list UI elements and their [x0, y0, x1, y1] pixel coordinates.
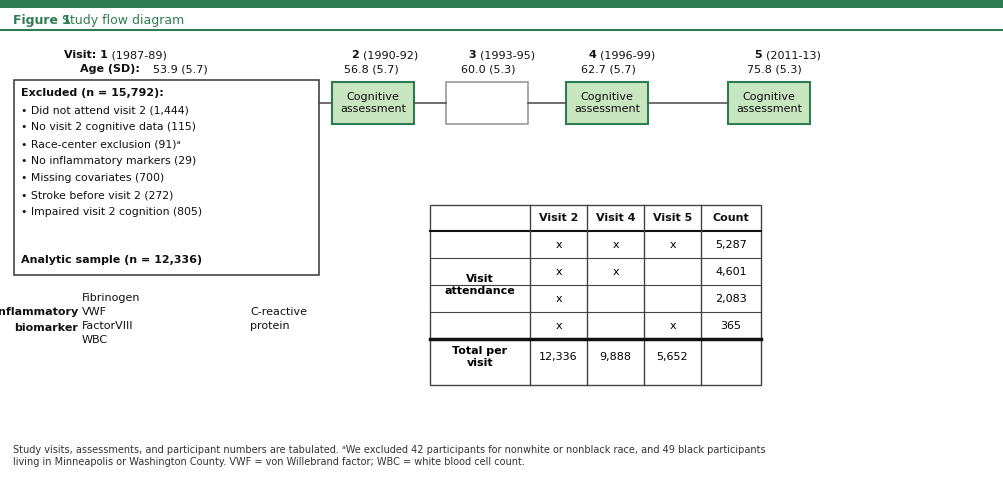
Bar [14, 80, 319, 275]
Text: 53.9 (5.7): 53.9 (5.7) [152, 64, 208, 74]
Text: x: x [555, 266, 562, 277]
Bar [566, 82, 647, 124]
Text: • No inflammatory markers (29): • No inflammatory markers (29) [21, 156, 196, 166]
Text: 4,601: 4,601 [714, 266, 746, 277]
Text: Cognitive
assessment: Cognitive assessment [574, 92, 639, 114]
Text: • Impaired visit 2 cognition (805): • Impaired visit 2 cognition (805) [21, 207, 202, 217]
Bar [445, 82, 528, 124]
Text: WBC: WBC [82, 335, 108, 345]
Text: 5,287: 5,287 [714, 240, 746, 249]
Text: Study flow diagram: Study flow diagram [58, 14, 185, 27]
Text: x: x [555, 321, 562, 330]
Text: 4: 4 [588, 50, 596, 60]
Text: Inflammatory: Inflammatory [0, 307, 78, 317]
Text: (1990-92): (1990-92) [363, 50, 418, 60]
Text: VWF: VWF [82, 307, 107, 317]
Bar [332, 82, 413, 124]
Text: 5: 5 [753, 50, 761, 60]
Text: (1993-95): (1993-95) [479, 50, 535, 60]
Text: Age (SD):: Age (SD): [80, 64, 139, 74]
Text: Fibrinogen: Fibrinogen [82, 293, 140, 303]
Text: • Stroke before visit 2 (272): • Stroke before visit 2 (272) [21, 190, 174, 200]
Text: 365: 365 [720, 321, 741, 330]
Text: Total per
visit: Total per visit [452, 346, 508, 368]
Text: x: x [612, 240, 618, 249]
Text: • Missing covariates (700): • Missing covariates (700) [21, 173, 164, 183]
Text: 2: 2 [351, 50, 358, 60]
Text: 62.7 (5.7): 62.7 (5.7) [580, 64, 635, 74]
Text: x: x [555, 293, 562, 303]
Text: Visit 2: Visit 2 [539, 213, 578, 223]
Text: • No visit 2 cognitive data (115): • No visit 2 cognitive data (115) [21, 122, 196, 132]
Text: 1: 1 [100, 50, 107, 60]
Text: Visit 4: Visit 4 [595, 213, 635, 223]
Text: 5,652: 5,652 [656, 352, 688, 362]
Text: (2011-13): (2011-13) [765, 50, 820, 60]
Text: 75.8 (5.3): 75.8 (5.3) [746, 64, 800, 74]
Text: FactorVIII: FactorVIII [82, 321, 133, 331]
Text: 56.8 (5.7): 56.8 (5.7) [343, 64, 398, 74]
Text: 12,336: 12,336 [539, 352, 578, 362]
Text: Visit 5: Visit 5 [652, 213, 691, 223]
Text: 60.0 (5.3): 60.0 (5.3) [460, 64, 515, 74]
Text: biomarker: biomarker [14, 323, 78, 333]
Text: 3: 3 [467, 50, 475, 60]
Text: Count: Count [712, 213, 748, 223]
Text: Visit:: Visit: [64, 50, 100, 60]
Bar [0, 0, 1003, 8]
Text: Figure 1: Figure 1 [13, 14, 71, 27]
Text: Visit
attendance: Visit attendance [444, 274, 515, 296]
Text: x: x [669, 240, 675, 249]
Bar [727, 82, 809, 124]
Text: x: x [555, 240, 562, 249]
Text: Cognitive
assessment: Cognitive assessment [735, 92, 801, 114]
Bar [429, 205, 760, 385]
Text: Study visits, assessments, and participant numbers are tabulated. ᵃWe excluded 4: Study visits, assessments, and participa… [13, 445, 765, 467]
Text: • Race-center exclusion (91)ᵃ: • Race-center exclusion (91)ᵃ [21, 139, 181, 149]
Text: Cognitive
assessment: Cognitive assessment [340, 92, 405, 114]
Text: Analytic sample (n = 12,336): Analytic sample (n = 12,336) [21, 255, 202, 265]
Text: Excluded (n = 15,792):: Excluded (n = 15,792): [21, 88, 163, 98]
Text: 9,888: 9,888 [599, 352, 631, 362]
Text: x: x [669, 321, 675, 330]
Text: (1987-89): (1987-89) [108, 50, 166, 60]
Text: C-reactive: C-reactive [250, 307, 307, 317]
Text: 2,083: 2,083 [714, 293, 746, 303]
Text: x: x [612, 266, 618, 277]
Text: • Did not attend visit 2 (1,444): • Did not attend visit 2 (1,444) [21, 105, 189, 115]
Text: protein: protein [250, 321, 289, 331]
Text: (1996-99): (1996-99) [600, 50, 655, 60]
